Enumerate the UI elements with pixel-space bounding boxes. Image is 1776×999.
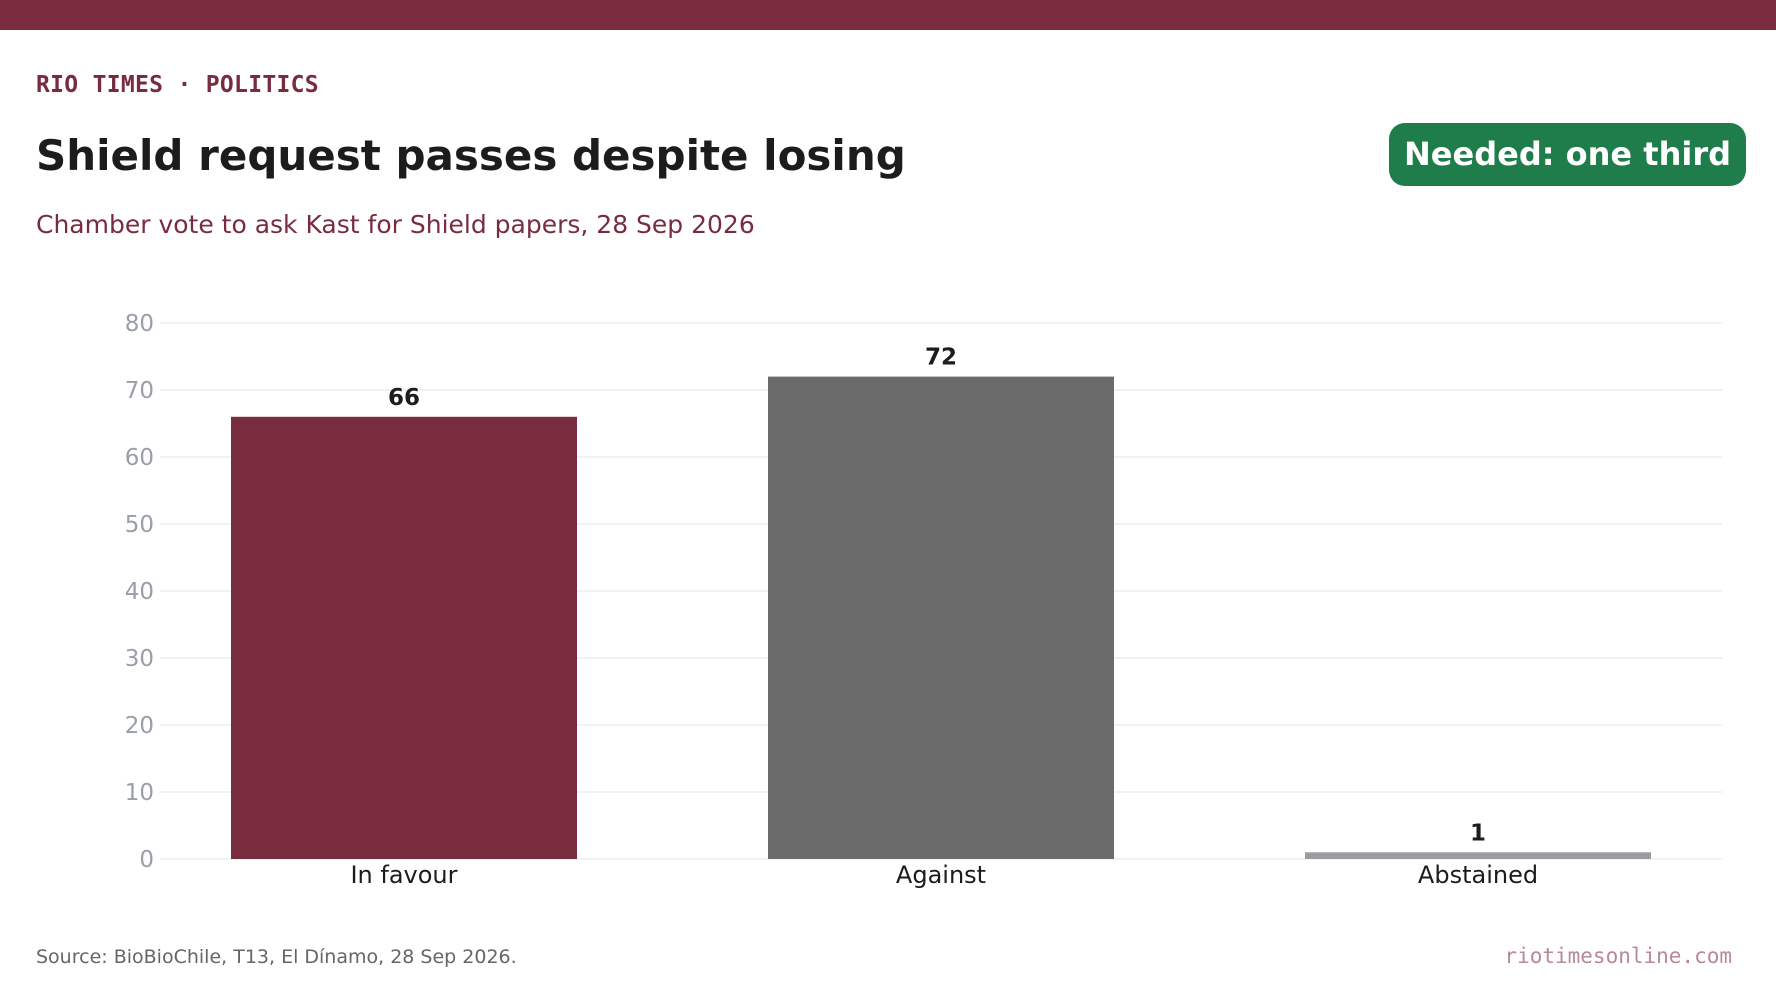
y-tick-label: 10 <box>125 780 154 806</box>
bar <box>1305 852 1651 859</box>
threshold-badge: Needed: one third <box>1389 123 1746 186</box>
y-tick-label: 20 <box>125 713 154 739</box>
y-axis-ticks: 0 10 20 30 40 50 60 70 80 <box>125 311 154 873</box>
x-tick-label: Abstained <box>1418 861 1538 889</box>
x-tick-label: In favour <box>350 861 457 889</box>
y-tick-label: 60 <box>125 445 154 471</box>
x-axis-ticks: In favour Against Abstained <box>350 861 1538 889</box>
chart-subtitle: Chamber vote to ask Kast for Shield pape… <box>36 210 755 239</box>
bars <box>231 376 1651 859</box>
section-kicker: RIO TIMES · POLITICS <box>36 72 319 98</box>
bar <box>768 376 1114 859</box>
bar <box>231 416 577 859</box>
y-tick-label: 70 <box>125 378 154 404</box>
y-tick-label: 0 <box>139 847 154 873</box>
y-tick-label: 30 <box>125 646 154 672</box>
data-label: 72 <box>925 345 957 371</box>
brand-top-bar <box>0 0 1776 30</box>
y-tick-label: 50 <box>125 512 154 538</box>
y-tick-label: 40 <box>125 579 154 605</box>
site-url: riotimesonline.com <box>1504 944 1732 968</box>
data-label: 66 <box>388 385 420 411</box>
x-tick-label: Against <box>896 861 986 889</box>
bar-chart: 0 10 20 30 40 50 60 70 80 66 72 1 In favour Against… <box>125 311 1722 889</box>
source-note: Source: BioBioChile, T13, El Dínamo, 28 … <box>36 946 517 968</box>
value-labels: 66 72 1 <box>388 345 1486 847</box>
chart-title: Shield request passes despite losing <box>36 131 906 180</box>
y-tick-label: 80 <box>125 311 154 337</box>
data-label: 1 <box>1470 820 1486 846</box>
